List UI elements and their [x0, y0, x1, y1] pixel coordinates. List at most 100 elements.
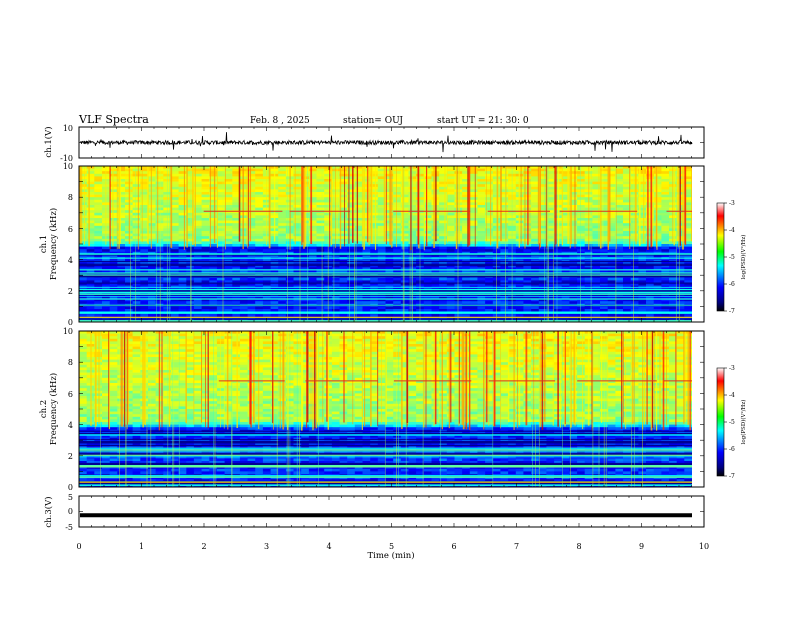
spectrogram-cell [209, 309, 217, 312]
spectrogram-cell [470, 197, 478, 200]
spectrogram-cell [133, 174, 141, 177]
spectrogram-cell [94, 200, 102, 203]
spectrogram-cell [179, 223, 187, 226]
spectrogram-cell [217, 176, 225, 179]
spectrogram-cell [516, 306, 524, 309]
spectrogram-cell [340, 314, 348, 317]
spectrogram-cell [523, 306, 531, 309]
spectrogram-cell [432, 244, 440, 247]
spectrogram-cell [79, 249, 87, 252]
spectrogram-cell [217, 249, 225, 252]
spectrogram-cell [562, 314, 570, 317]
spectrogram-cell [87, 244, 95, 247]
spectrogram-cell [654, 169, 662, 172]
spectrogram-cell [577, 189, 585, 192]
spectrogram-cell [133, 179, 141, 182]
spectrogram-cell [87, 247, 95, 250]
spectrogram-cell [455, 244, 463, 247]
spectrogram-cell [317, 306, 325, 309]
spectrogram-cell [470, 226, 478, 229]
spectrogram-cell [661, 247, 669, 250]
spectrogram-cell [133, 208, 141, 211]
spectrogram-cell [424, 205, 432, 208]
spectrogram-cell [424, 309, 432, 312]
spectrogram-cell [577, 228, 585, 231]
spectrogram-cell [179, 176, 187, 179]
spectrogram-cell [485, 278, 493, 281]
spectrogram-cell [439, 200, 447, 203]
spectrogram-cell [179, 215, 187, 218]
spectrogram-cell [79, 247, 87, 250]
spectrogram-cell [470, 241, 478, 244]
spectrogram-cell [87, 208, 95, 211]
spectrogram-cell [317, 215, 325, 218]
spectrogram-cell [654, 213, 662, 216]
spectrogram-cell [179, 208, 187, 211]
spectrogram-cell [248, 278, 256, 281]
spectrogram-cell [255, 236, 263, 239]
spectrogram-cell [631, 306, 639, 309]
spectrogram-cell [87, 200, 95, 203]
spectrogram-cell [654, 176, 662, 179]
spectrogram-cell [255, 213, 263, 216]
spectrogram-cell [79, 314, 87, 317]
spectrogram-cell [148, 210, 156, 213]
spectrogram-cell [148, 218, 156, 221]
spectrogram-cell [516, 309, 524, 312]
spectrogram-cell [202, 205, 210, 208]
spectrogram-cell [94, 249, 102, 252]
spectrogram-cell [447, 171, 455, 174]
spectrogram-cell [516, 301, 524, 304]
spectrogram-cell [87, 210, 95, 213]
spectrogram-cell [255, 221, 263, 224]
spectrogram-cell [202, 314, 210, 317]
spectrogram-cell [225, 314, 233, 317]
spectrogram-cell [79, 244, 87, 247]
spectrogram-cell [87, 236, 95, 239]
spectrogram-cell [148, 184, 156, 187]
spectrogram-cell [485, 306, 493, 309]
spectrogram-cell [477, 249, 485, 252]
spectrogram-cell [94, 223, 102, 226]
spectrogram-cell [148, 236, 156, 239]
spectrogram-cell [439, 208, 447, 211]
spectrogram-cell [217, 278, 225, 281]
spectrogram-cell [87, 174, 95, 177]
spectrogram-cell [332, 200, 340, 203]
spectrogram-cell [577, 197, 585, 200]
spectrogram-cell [94, 202, 102, 205]
spectrogram-cell [317, 174, 325, 177]
spectrogram-cell [340, 278, 348, 281]
spectrogram-cell [255, 179, 263, 182]
spectrogram-cell [148, 247, 156, 250]
spectrogram-cell [255, 301, 263, 304]
spectrogram-cell [217, 241, 225, 244]
spectrogram-cell [148, 189, 156, 192]
spectrogram-cell [309, 205, 317, 208]
spectrogram-cell [470, 244, 478, 247]
spectrogram-cell [278, 192, 286, 195]
spectrogram-cell [608, 306, 616, 309]
spectrogram-cell [447, 244, 455, 247]
spectrogram-cell [317, 176, 325, 179]
spectrogram-cell [577, 244, 585, 247]
spectrogram-cell [577, 301, 585, 304]
spectrogram-cell [638, 306, 646, 309]
spectrogram-cell [140, 314, 148, 317]
spectrogram-cell [87, 228, 95, 231]
spectrogram-cell [209, 249, 217, 252]
spectrogram-cell [447, 182, 455, 185]
spectrogram-cell [133, 226, 141, 229]
spectrogram-cell [393, 169, 401, 172]
spectrogram-cell [110, 200, 118, 203]
spectrogram-cell [278, 208, 286, 211]
spectrogram-cell [286, 314, 294, 317]
spectrogram-cell [654, 179, 662, 182]
spectrogram-cell [278, 228, 286, 231]
spectrogram-cell [317, 234, 325, 237]
spectrogram-cell [378, 301, 386, 304]
spectrogram-cell [539, 309, 547, 312]
spectrogram-cell [615, 249, 623, 252]
spectrogram-cell [309, 215, 317, 218]
spectrogram-cell [309, 241, 317, 244]
